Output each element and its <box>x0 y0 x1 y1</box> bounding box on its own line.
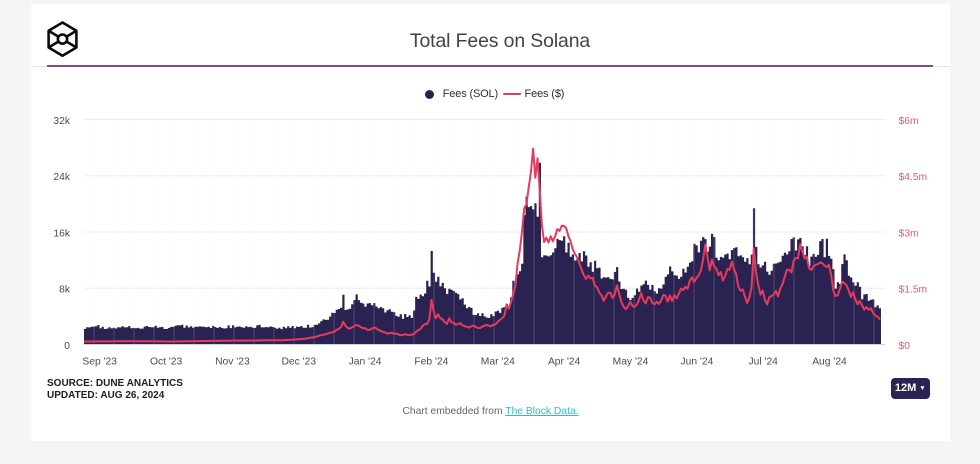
svg-text:Aug '24: Aug '24 <box>812 356 847 367</box>
svg-text:Mar '24: Mar '24 <box>481 356 515 367</box>
svg-text:$0: $0 <box>899 341 911 352</box>
svg-text:Nov '23: Nov '23 <box>215 356 250 367</box>
svg-text:8k: 8k <box>59 285 71 296</box>
svg-text:Jan '24: Jan '24 <box>349 356 382 367</box>
svg-text:May '24: May '24 <box>613 356 649 367</box>
svg-text:Oct '23: Oct '23 <box>150 356 183 367</box>
svg-text:Feb '24: Feb '24 <box>414 356 448 367</box>
svg-text:Sep '23: Sep '23 <box>82 356 117 367</box>
svg-text:$4.5m: $4.5m <box>899 172 928 183</box>
svg-text:32k: 32k <box>53 116 70 127</box>
svg-text:Jul '24: Jul '24 <box>748 356 778 367</box>
svg-text:24k: 24k <box>53 172 70 183</box>
svg-text:Apr '24: Apr '24 <box>548 356 581 367</box>
svg-text:$1.5m: $1.5m <box>899 285 928 296</box>
svg-text:Jun '24: Jun '24 <box>680 356 713 367</box>
svg-text:$6m: $6m <box>899 116 919 127</box>
svg-text:Dec '23: Dec '23 <box>282 356 317 367</box>
svg-text:0: 0 <box>64 341 70 352</box>
svg-text:16k: 16k <box>53 228 70 239</box>
svg-text:$3m: $3m <box>899 228 919 239</box>
